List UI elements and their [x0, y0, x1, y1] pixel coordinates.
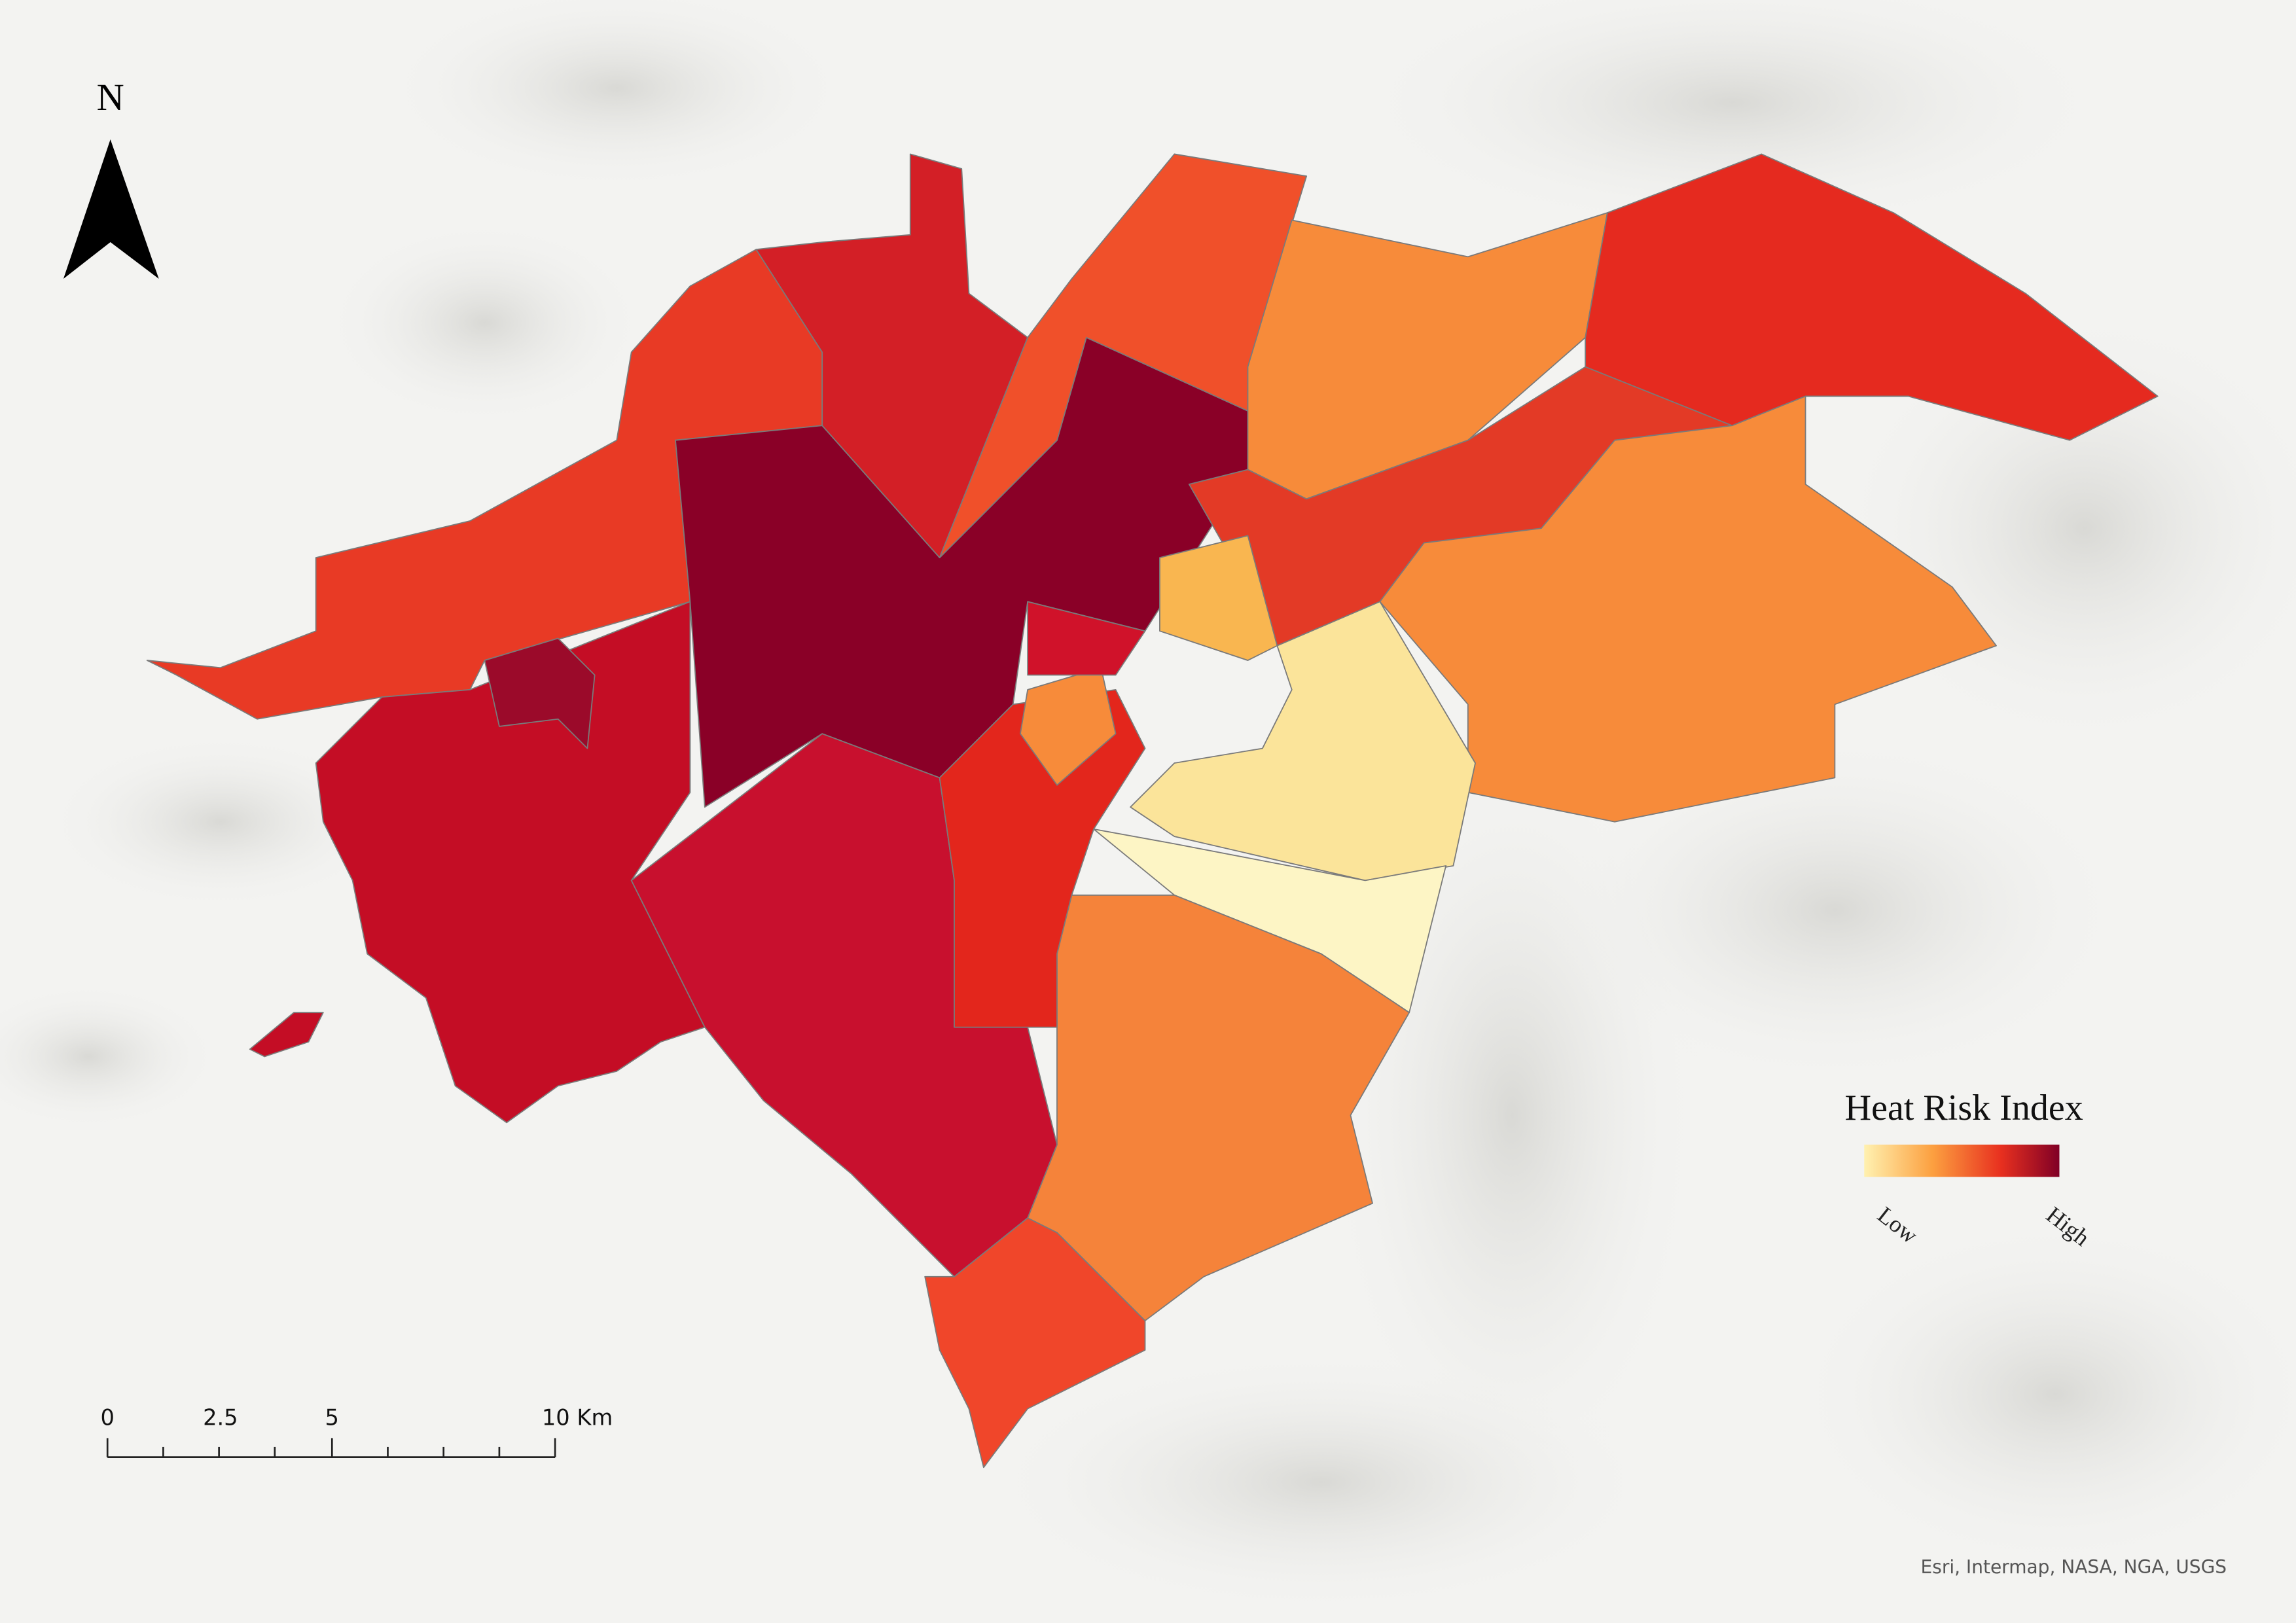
heat-risk-regions — [146, 153, 2159, 1469]
region — [1130, 601, 1476, 882]
region — [315, 601, 706, 1124]
color-ramp — [1864, 1145, 2060, 1177]
arrow — [63, 139, 159, 279]
region — [924, 1217, 1146, 1469]
scale-label: 5 — [325, 1404, 339, 1430]
region — [249, 1012, 324, 1058]
scale-bar — [106, 1438, 556, 1458]
region — [1585, 153, 2159, 441]
scale-label: 0 — [100, 1404, 114, 1430]
legend-title: Heat Risk Index — [1845, 1088, 2083, 1128]
region — [484, 637, 596, 749]
scale-labels: 0 2.5 5 10 Km — [100, 1404, 613, 1430]
north-arrow: N — [63, 76, 159, 279]
scale-label: 2.5 — [203, 1404, 238, 1430]
region — [755, 153, 1029, 558]
region — [1247, 212, 1608, 500]
region — [1159, 535, 1278, 661]
region — [1379, 395, 1997, 823]
scale-label: 10 Km — [542, 1404, 613, 1430]
north-label: N — [97, 76, 124, 118]
region — [1027, 601, 1146, 676]
attribution: Esri, Intermap, NASA, NGA, USGS — [1921, 1556, 2227, 1578]
